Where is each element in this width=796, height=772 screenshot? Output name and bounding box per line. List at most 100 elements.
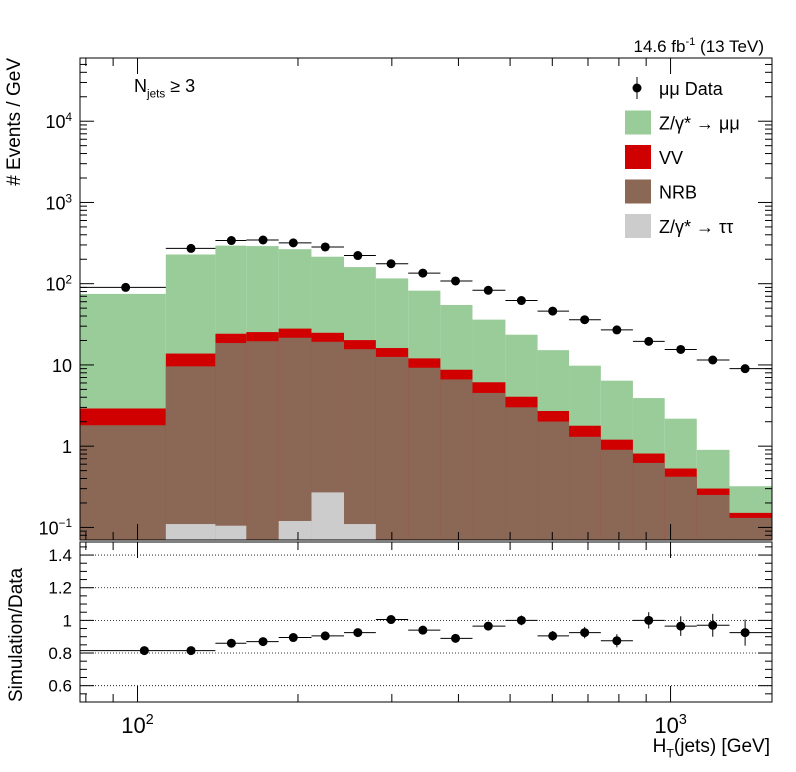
legend-swatch <box>625 179 651 204</box>
stack-group <box>80 245 772 540</box>
data-point-2 <box>215 236 247 246</box>
data-point-8 <box>408 268 441 278</box>
stack-bar-nrb-0 <box>80 425 166 540</box>
ratio-point-4 <box>278 633 312 643</box>
stack-bar-nrb-15 <box>632 462 665 540</box>
legend-item-3: NRB <box>625 179 697 204</box>
stack-bar-nrb-9 <box>440 379 473 540</box>
ratio-point-11 <box>505 615 538 626</box>
stack-bar-nrb-10 <box>472 392 506 540</box>
top-ytick-label-2: 10 <box>52 356 72 376</box>
ratio-marker <box>353 628 363 638</box>
ratio-point-8 <box>408 625 441 635</box>
xtick-label-1: 103 <box>654 712 686 738</box>
data-marker <box>580 315 590 325</box>
legend-item-4: Z/γ* → ττ <box>625 214 733 238</box>
stack-bar-z-2 <box>215 525 247 540</box>
stack-bar-nrb-11 <box>505 407 538 540</box>
stack-bar-nrb-17 <box>696 494 730 540</box>
top-ytick-label-0: 10−1 <box>39 517 72 538</box>
stack-bar-nrb-13 <box>569 436 601 540</box>
data-marker <box>516 296 526 306</box>
ratio-marker <box>644 615 654 625</box>
ratio-point-12 <box>537 630 570 641</box>
stack-bar-nrb-1 <box>165 366 216 540</box>
data-point-15 <box>632 336 665 346</box>
njets-annotation: Njets ≥ 3 <box>134 76 195 100</box>
ratio-point-5 <box>311 631 345 641</box>
legend-marker <box>632 83 642 93</box>
x-axis-title: HT(jets) [GeV] <box>653 736 770 761</box>
ratio-marker <box>548 631 558 641</box>
data-marker <box>121 282 131 292</box>
lumi-label: 14.6 fb-1 (13 TeV) <box>634 36 765 56</box>
labels: 102 103 14.6 fb-1 (13 TeV) Njets ≥ 3 HT(jets… <box>4 36 770 761</box>
data-point-14 <box>600 325 633 335</box>
data-point-7 <box>375 259 409 269</box>
bottom-frame <box>79 541 773 703</box>
ratio-marker <box>186 646 196 656</box>
top-ytick-label-1: 1 <box>62 437 72 457</box>
ratio-point-3 <box>246 637 279 647</box>
ratio-point-15 <box>632 612 665 629</box>
stack-bar-nrb-3 <box>246 341 279 540</box>
ratio-point-0 <box>80 646 166 656</box>
bottom-y-axis-title: Simulation/Data <box>6 567 27 702</box>
data-point-11 <box>505 296 538 306</box>
data-point-3 <box>246 235 279 245</box>
legend-label: μμ Data <box>659 79 724 99</box>
stack-bar-nrb-14 <box>600 449 633 540</box>
data-point-16 <box>664 344 697 354</box>
data-marker <box>708 355 718 365</box>
xtick-label-0: 102 <box>121 712 153 738</box>
ratio-point-6 <box>344 628 376 638</box>
ratio-points <box>80 612 772 656</box>
bottom-ytick-label-0: 0.6 <box>48 677 72 696</box>
legend-item-1: Z/γ* → μμ <box>625 110 740 135</box>
legend-swatch <box>625 214 651 238</box>
ratio-marker <box>320 631 330 641</box>
ratio-marker <box>226 638 236 648</box>
legend-label: NRB <box>659 183 697 203</box>
data-point-5 <box>311 242 345 252</box>
ratio-point-1 <box>165 646 216 656</box>
data-marker <box>186 243 196 253</box>
stack-bar-nrb-18 <box>729 517 772 540</box>
top-y-axis-title: # Events / GeV <box>4 58 25 186</box>
data-marker <box>258 235 268 245</box>
ratio-marker <box>740 628 750 638</box>
top-frame <box>79 57 773 541</box>
stack-bar-nrb-12 <box>537 421 570 540</box>
stack-bar-z-1 <box>165 524 216 540</box>
ratio-marker <box>612 636 622 646</box>
legend-swatch <box>625 145 651 169</box>
legend-item-2: VV <box>625 145 683 169</box>
top-ytick-label-5: 104 <box>45 111 72 132</box>
data-marker <box>451 276 461 286</box>
ratio-marker <box>451 633 461 643</box>
data-marker <box>612 325 622 335</box>
data-marker <box>288 238 298 248</box>
ratio-point-14 <box>600 634 633 648</box>
ratio-marker <box>139 646 149 656</box>
top-plot: 10−1 1 10 102 103 104 μμ Data Z/γ* → μμ VV NRB Z/γ… <box>39 57 773 541</box>
data-marker <box>320 242 330 252</box>
data-marker <box>386 259 396 269</box>
bottom-ytick-label-1: 0.8 <box>48 644 72 663</box>
ratio-marker <box>516 615 526 625</box>
stack-bar-nrb-6 <box>344 349 376 540</box>
data-marker <box>644 336 654 346</box>
data-marker <box>740 364 750 374</box>
ratio-marker <box>386 615 396 625</box>
ratio-point-7 <box>375 615 409 625</box>
ratio-plot: 0.6 0.8 1 1.2 1.4 <box>48 541 773 703</box>
stack-bar-nrb-16 <box>664 476 697 540</box>
top-ytick-label-4: 103 <box>45 192 72 213</box>
ratio-marker <box>288 633 298 643</box>
stack-bar-nrb-4 <box>278 337 312 540</box>
data-point-10 <box>472 285 506 295</box>
ratio-point-16 <box>664 616 697 636</box>
stack-bar-nrb-8 <box>408 367 441 540</box>
data-marker <box>418 268 428 278</box>
